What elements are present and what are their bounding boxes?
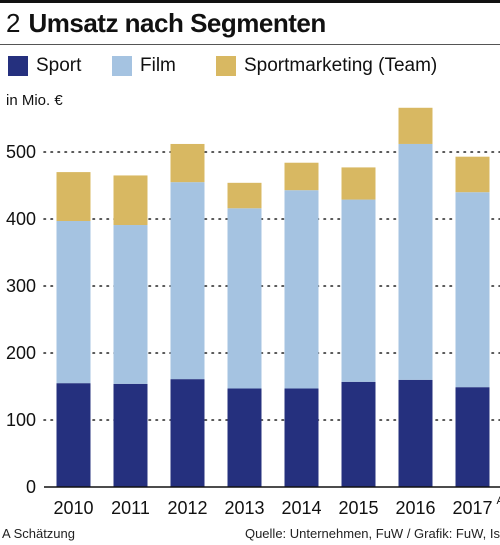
x-tick-label: 2013 — [224, 498, 264, 518]
bar-film-2012 — [170, 182, 205, 380]
bar-sport-2011 — [113, 383, 148, 487]
x-tick-label: 2010 — [53, 498, 93, 518]
y-tick-label: 300 — [6, 276, 36, 296]
bar-film-2016 — [398, 143, 433, 380]
x-tick-label: 2016 — [395, 498, 435, 518]
legend-item-film: Film — [112, 55, 176, 77]
bar-film-2014 — [284, 190, 319, 389]
top-rule — [0, 0, 500, 3]
x-tick-label: 2011 — [111, 498, 150, 518]
bar-sport-2017 — [455, 387, 490, 487]
legend-label-sport: Sport — [36, 55, 82, 76]
y-tick-label: 200 — [6, 343, 36, 363]
bar-film-2015 — [341, 199, 376, 382]
bar-sport-2013 — [227, 388, 262, 487]
x-tick-label: 2017 — [452, 498, 492, 518]
bar-sport-2012 — [170, 379, 205, 487]
legend: Sport Film Sportmarketing (Team) — [0, 55, 500, 81]
legend-item-sportmarketing: Sportmarketing (Team) — [216, 55, 437, 77]
bar-sportmarketing-team-2011 — [113, 175, 148, 226]
legend-swatch-sport — [8, 56, 28, 76]
bar-sport-2014 — [284, 388, 319, 487]
bar-sport-2016 — [398, 379, 433, 487]
bar-film-2013 — [227, 208, 262, 389]
bar-film-2011 — [113, 225, 148, 384]
x-tick-superscript: A — [497, 495, 500, 507]
bar-sportmarketing-team-2014 — [284, 162, 319, 191]
x-tick-label: 2015 — [338, 498, 378, 518]
bar-sportmarketing-team-2013 — [227, 182, 262, 209]
x-tick-label: 2012 — [167, 498, 207, 518]
y-unit-label: in Mio. € — [6, 92, 63, 109]
y-tick-label: 0 — [26, 477, 36, 497]
bar-film-2017 — [455, 192, 490, 388]
bar-sportmarketing-team-2010 — [56, 172, 91, 222]
legend-item-sport: Sport — [8, 55, 81, 77]
source-note: Quelle: Unternehmen, FuW / Grafik: FuW, … — [244, 526, 500, 541]
bar-film-2010 — [56, 221, 91, 384]
footnote: A Schätzung — [2, 526, 75, 541]
y-tick-label: 100 — [6, 410, 36, 430]
legend-swatch-sportmarketing — [216, 56, 236, 76]
chart-number: 2 — [6, 8, 21, 38]
bar-sportmarketing-team-2015 — [341, 167, 376, 200]
bar-sport-2015 — [341, 381, 376, 487]
legend-swatch-film — [112, 56, 132, 76]
bar-sport-2010 — [56, 383, 91, 487]
title-rule — [0, 44, 500, 45]
bar-sportmarketing-team-2016 — [398, 107, 433, 144]
x-tick-label: 2014 — [281, 498, 321, 518]
bar-sportmarketing-team-2012 — [170, 143, 205, 183]
legend-label-film: Film — [140, 55, 176, 76]
chart-title: 2 Umsatz nach Segmenten — [6, 8, 326, 40]
chart-title-text: Umsatz nach Segmenten — [28, 8, 326, 38]
y-tick-label: 400 — [6, 209, 36, 229]
bar-sportmarketing-team-2017 — [455, 156, 490, 193]
legend-label-sportmarketing: Sportmarketing (Team) — [244, 55, 438, 76]
y-tick-label: 500 — [6, 142, 36, 162]
